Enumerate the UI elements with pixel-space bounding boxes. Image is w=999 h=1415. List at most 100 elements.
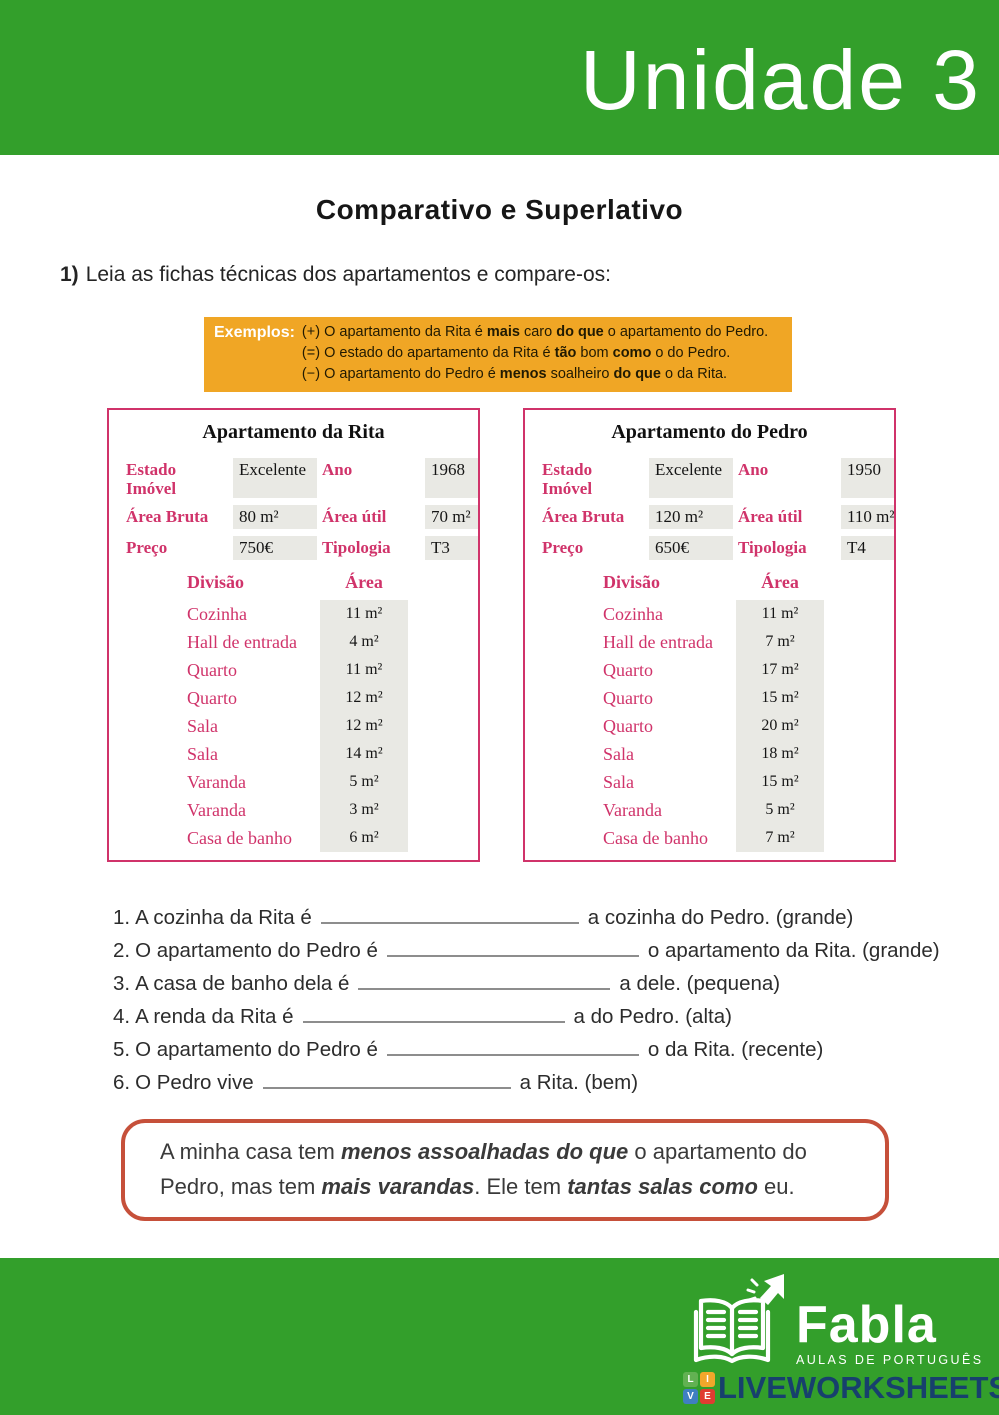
live-squares-icon: L I V E xyxy=(683,1372,715,1404)
division-name: Quarto xyxy=(187,688,237,708)
division-name: Sala xyxy=(603,772,634,792)
division-area: 7 m² xyxy=(736,628,824,656)
info-label: Área útil xyxy=(322,507,387,526)
instruction-line: 1) Leia as fichas técnicas dos apartament… xyxy=(60,263,611,287)
brand-subtitle: AULAS DE PORTUGUÊS xyxy=(796,1353,984,1367)
division-area: 20 m² xyxy=(736,712,824,740)
unit-title: Unidade 3 xyxy=(580,32,981,127)
division-name: Varanda xyxy=(187,800,246,820)
division-header-name: Divisão xyxy=(603,572,661,592)
division-name: Quarto xyxy=(603,660,653,680)
info-value: 70 m² xyxy=(425,505,478,529)
division-area: 12 m² xyxy=(320,684,408,712)
open-book-icon xyxy=(688,1272,788,1368)
liveworksheets-logo: L I V E LIVEWORKSHEETS xyxy=(683,1370,999,1406)
info-label: Tipologia xyxy=(322,538,391,557)
brand-text: Fabla AULAS DE PORTUGUÊS xyxy=(796,1296,984,1367)
fabla-brand: Fabla AULAS DE PORTUGUÊS xyxy=(688,1272,983,1368)
info-value: T3 xyxy=(425,536,478,560)
info-value: 650€ xyxy=(649,536,733,560)
card-info-grid: Estado Imóvel Excelente Ano 1950 Área Br… xyxy=(542,458,894,560)
page-title: Comparativo e Superlativo xyxy=(315,194,684,225)
examples-lines: (+) O apartamento da Rita é mais caro do… xyxy=(302,322,768,385)
info-value: T4 xyxy=(841,536,894,560)
info-label: Estado Imóvel xyxy=(126,460,177,498)
info-value: 1950 xyxy=(841,458,894,498)
division-area: 5 m² xyxy=(736,796,824,824)
brand-name: Fabla xyxy=(796,1296,937,1354)
info-value: 1968 xyxy=(425,458,478,498)
division-table: Divisão Área Cozinha 11 m² Hall de entrad… xyxy=(603,572,894,852)
answer-blank-1[interactable] xyxy=(320,903,579,924)
answer-blank-5[interactable] xyxy=(386,1035,639,1056)
info-value: 750€ xyxy=(233,536,317,560)
division-name: Sala xyxy=(603,744,634,764)
info-label: Área Bruta xyxy=(126,507,209,526)
division-name: Quarto xyxy=(603,716,653,736)
division-header-area: Área xyxy=(761,572,799,592)
card-title: Apartamento da Rita xyxy=(202,421,385,443)
answer-blank-4[interactable] xyxy=(302,1002,565,1023)
cursor-arrow-icon xyxy=(746,1274,784,1305)
info-label: Preço xyxy=(126,538,168,557)
division-area: 7 m² xyxy=(736,824,824,852)
grammar-note-box: A minha casa tem menos assoalhadas do qu… xyxy=(121,1119,889,1221)
card-info-grid: Estado Imóvel Excelente Ano 1968 Área Br… xyxy=(126,458,478,560)
example-line-plus: (+) O apartamento da Rita é mais caro do… xyxy=(301,324,769,340)
division-name: Sala xyxy=(187,744,218,764)
division-name: Quarto xyxy=(603,688,653,708)
info-label: Área útil xyxy=(738,507,803,526)
division-area: 6 m² xyxy=(320,824,408,852)
division-name: Casa de banho xyxy=(603,828,708,848)
division-area: 11 m² xyxy=(320,600,408,628)
division-name: Cozinha xyxy=(187,604,247,624)
division-name: Quarto xyxy=(187,660,237,680)
apartment-card-rita: Apartamento da Rita Estado Imóvel Excele… xyxy=(107,408,480,862)
info-label: Ano xyxy=(738,460,769,479)
liveworksheets-wordmark: LIVEWORKSHEETS xyxy=(718,1370,999,1405)
question-6: 6. O Pedro vive a Rita. (bem) xyxy=(113,1066,940,1099)
division-name: Varanda xyxy=(187,772,246,792)
info-value: 120 m² xyxy=(649,505,733,529)
division-name: Varanda xyxy=(603,800,662,820)
info-value: Excelente xyxy=(649,458,733,498)
division-area: 11 m² xyxy=(736,600,824,628)
info-value: Excelente xyxy=(233,458,317,498)
example-line-minus: (−) O apartamento do Pedro é menos soalh… xyxy=(301,366,728,382)
division-area: 3 m² xyxy=(320,796,408,824)
division-area: 4 m² xyxy=(320,628,408,656)
division-name: Casa de banho xyxy=(187,828,292,848)
division-header-area: Área xyxy=(345,572,383,592)
division-area: 12 m² xyxy=(320,712,408,740)
info-label: Preço xyxy=(542,538,584,557)
division-area: 15 m² xyxy=(736,768,824,796)
footer-band xyxy=(0,1258,999,1415)
header-band: Unidade 3 xyxy=(0,0,999,155)
division-name: Sala xyxy=(187,716,218,736)
division-area: 18 m² xyxy=(736,740,824,768)
info-label: Área Bruta xyxy=(542,507,625,526)
division-area: 17 m² xyxy=(736,656,824,684)
info-label: Estado Imóvel xyxy=(542,460,593,498)
answer-blank-6[interactable] xyxy=(262,1068,511,1089)
info-label: Ano xyxy=(322,460,353,479)
division-table: Divisão Área Cozinha 11 m² Hall de entrad… xyxy=(187,572,478,852)
instruction-text: Leia as fichas técnicas dos apartamentos… xyxy=(85,263,611,286)
answer-blank-3[interactable] xyxy=(358,969,611,990)
info-label: Tipologia xyxy=(738,538,807,557)
division-area: 11 m² xyxy=(320,656,408,684)
division-area: 5 m² xyxy=(320,768,408,796)
answer-blank-2[interactable] xyxy=(386,936,639,957)
apartment-card-pedro: Apartamento do Pedro Estado Imóvel Excel… xyxy=(523,408,896,862)
division-area: 15 m² xyxy=(736,684,824,712)
instruction-number: 1) xyxy=(60,263,79,286)
example-line-equal: (=) O estado do apartamento da Rita é tã… xyxy=(301,345,731,361)
examples-box: Exemplos: (+) O apartamento da Rita é ma… xyxy=(204,317,792,392)
division-name: Hall de entrada xyxy=(603,632,713,652)
